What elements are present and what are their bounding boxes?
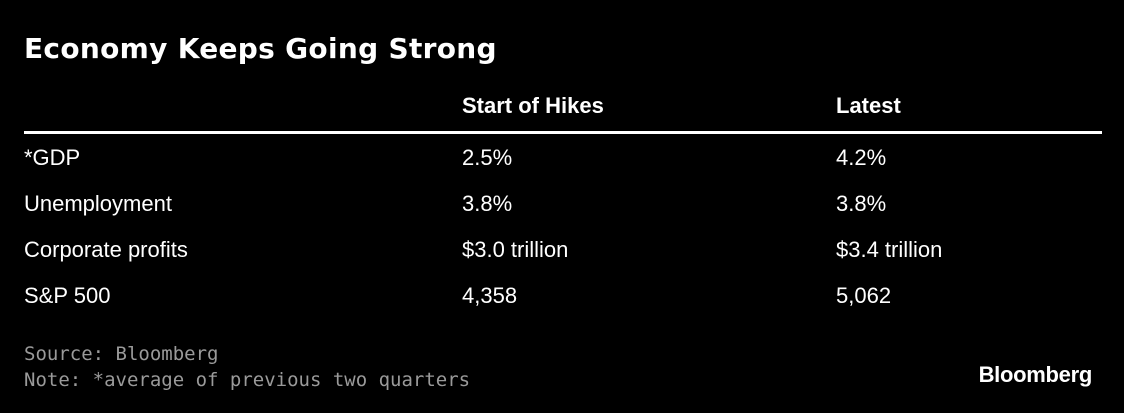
start-of-hikes-value: 3.8% <box>462 191 513 216</box>
latest-value: 5,062 <box>836 283 892 308</box>
chart-title: Economy Keeps Going Strong <box>24 32 497 65</box>
start-of-hikes-value: 2.5% <box>462 145 513 170</box>
column-header-start-of-hikes: Start of Hikes <box>462 93 604 118</box>
row-label: S&P 500 <box>24 283 111 308</box>
latest-value: 3.8% <box>836 191 887 216</box>
latest-value: 4.2% <box>836 145 887 170</box>
table-row: S&P 500 4,358 5,062 <box>0 283 1124 313</box>
table-row: Corporate profits $3.0 trillion $3.4 trill… <box>0 237 1124 267</box>
start-of-hikes-value: 4,358 <box>462 283 518 308</box>
row-label: Corporate profits <box>24 237 188 262</box>
row-label: *GDP <box>24 145 81 170</box>
header-rule <box>24 131 1102 134</box>
latest-value: $3.4 trillion <box>836 237 943 262</box>
bloomberg-logo: Bloomberg <box>978 362 1093 387</box>
source-note: Source: Bloomberg <box>24 343 219 365</box>
start-of-hikes-value: $3.0 trillion <box>462 237 569 262</box>
row-label: Unemployment <box>24 191 172 216</box>
table-row: *GDP 2.5% 4.2% <box>0 145 1124 175</box>
table-row: Unemployment 3.8% 3.8% <box>0 191 1124 221</box>
footnote-note: Note: *average of previous two quarters <box>24 369 471 391</box>
column-header-latest: Latest <box>836 93 901 118</box>
